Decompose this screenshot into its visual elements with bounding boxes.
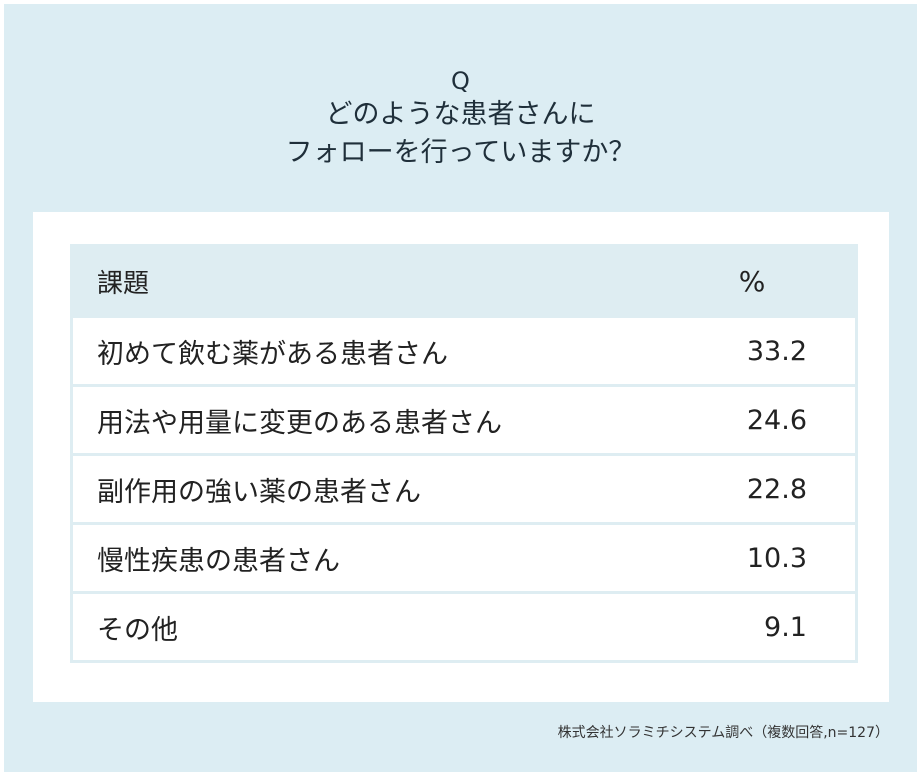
row-value: 10.3 [746, 542, 807, 574]
table-row: 初めて飲む薬がある患者さん 33.2 [73, 315, 855, 384]
row-label: その他 [97, 614, 178, 646]
table-header-row: 課題 % [73, 247, 855, 315]
results-table: 課題 % 初めて飲む薬がある患者さん 33.2 用法や用量に変更のある患者さん … [70, 244, 858, 663]
table-row: 副作用の強い薬の患者さん 22.8 [73, 453, 855, 522]
table-row: その他 9.1 [73, 591, 855, 660]
question-mark: Q [451, 67, 470, 95]
row-value: 22.8 [746, 473, 807, 505]
table-panel: 課題 % 初めて飲む薬がある患者さん 33.2 用法や用量に変更のある患者さん … [33, 212, 889, 702]
row-label: 慢性疾患の患者さん [97, 545, 340, 577]
question-line-1: どのような患者さんに [325, 99, 596, 130]
row-value: 9.1 [764, 611, 807, 643]
row-value: 33.2 [746, 335, 807, 367]
row-label: 初めて飲む薬がある患者さん [97, 338, 448, 370]
row-label: 副作用の強い薬の患者さん [97, 476, 421, 508]
question-line-2: フォローを行っていますか？ [285, 137, 636, 168]
question-block: Q どのような患者さんに フォローを行っていますか？ [4, 66, 917, 172]
table-row: 慢性疾患の患者さん 10.3 [73, 522, 855, 591]
source-footnote: 株式会社ソラミチシステム調べ（複数回答,n=127） [557, 725, 889, 741]
row-label: 用法や用量に変更のある患者さん [97, 407, 502, 439]
infographic-canvas: Q どのような患者さんに フォローを行っていますか？ 課題 % 初めて飲む薬があ… [4, 4, 917, 772]
row-value: 24.6 [746, 404, 807, 436]
header-percent: % [738, 264, 766, 298]
header-issue: 課題 [97, 268, 150, 299]
table-row: 用法や用量に変更のある患者さん 24.6 [73, 384, 855, 453]
